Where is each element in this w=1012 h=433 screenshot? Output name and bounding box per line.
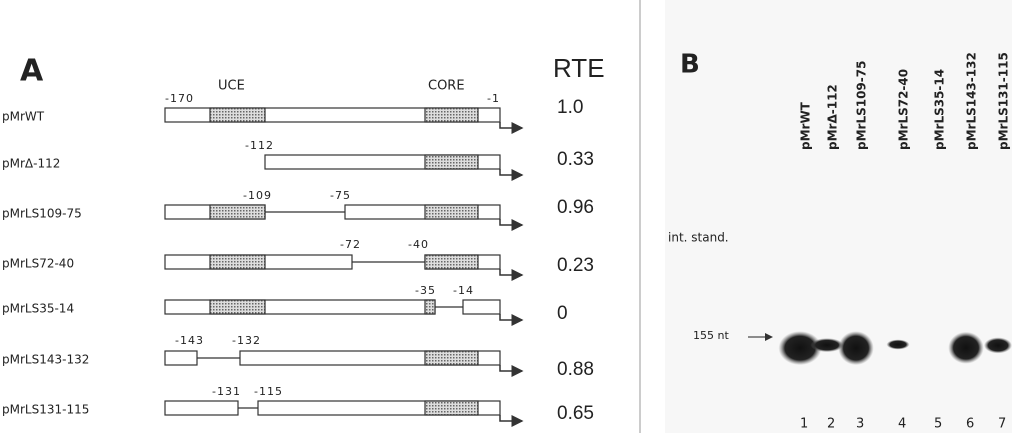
rte-value: 0.96 [557, 197, 594, 218]
construct-name: pMrLS72-40 [2, 257, 74, 271]
construct-name: pMrLS143-132 [2, 353, 89, 367]
rte-header: RTE [553, 53, 605, 83]
promoter-box [165, 351, 197, 365]
lane-label: pMrWT [799, 101, 813, 150]
figure: A UCE CORE RTE B int. stand. 155 nt pMrW… [0, 0, 1012, 433]
panel-label: A [20, 54, 44, 89]
lane-label: pMrLS131-115 [997, 52, 1011, 150]
lane-label: pMrLS143-132 [965, 52, 979, 150]
construct-name: pMrLS35-14 [2, 302, 74, 316]
gel-band [838, 331, 874, 365]
lane-number: 5 [934, 417, 942, 432]
lane-label: pMrLS72-40 [897, 69, 911, 150]
panel-a: A UCE CORE RTE [20, 53, 605, 94]
position-label: -131 [212, 385, 241, 398]
element-box [210, 205, 265, 219]
rte-value: 1.0 [557, 97, 583, 118]
lane-label: pMrLS109-75 [855, 61, 869, 150]
element-box [425, 401, 478, 415]
lane-number: 7 [998, 417, 1006, 432]
position-label: -14 [453, 284, 474, 297]
element-box [425, 351, 478, 365]
construct-name: pMrLS109-75 [2, 207, 82, 221]
lane-number: 3 [856, 417, 864, 432]
size-marker: 155 nt [693, 329, 729, 342]
element-box [425, 205, 478, 219]
uce-header: UCE [218, 79, 245, 94]
construct-name: pMrΔ-112 [2, 157, 60, 171]
lane-label: pMrΔ-112 [826, 84, 840, 150]
position-label: -115 [254, 385, 283, 398]
lane-number: 2 [827, 417, 835, 432]
lane-label: pMrLS35-14 [933, 69, 947, 150]
element-box [210, 300, 265, 314]
element-box [425, 255, 478, 269]
core-header: CORE [428, 79, 465, 94]
lane-number: 4 [898, 417, 906, 432]
promoter-box [165, 401, 238, 415]
construct-name: pMrWT [2, 110, 45, 124]
element-box [210, 255, 265, 269]
element-box [210, 108, 265, 122]
lane-number: 1 [800, 417, 808, 432]
construct-name: pMrLS131-115 [2, 403, 89, 417]
element-box [425, 155, 478, 169]
lane-number: 6 [966, 417, 974, 432]
start-arrow [500, 219, 522, 225]
position-label: -75 [330, 189, 351, 202]
start-arrow [500, 269, 522, 275]
gel-band [984, 337, 1012, 353]
promoter-box [463, 300, 500, 314]
promoter-box [165, 300, 435, 314]
start-arrow [500, 415, 522, 421]
position-label: -132 [232, 334, 261, 347]
position-label: -35 [415, 284, 436, 297]
rte-value: 0.88 [557, 359, 594, 380]
position-label: -1 [487, 92, 500, 105]
position-label: -72 [340, 238, 361, 251]
rte-value: 0 [557, 303, 568, 324]
panel-b: B int. stand. 155 nt pMrWT 1 pMrΔ-112 2 pMrL… [665, 0, 1012, 433]
rte-value: 0.65 [557, 403, 594, 424]
rte-value: 0.23 [557, 255, 594, 276]
element-box [425, 300, 435, 314]
internal-standard: int. stand. [668, 231, 729, 245]
position-label: -143 [175, 334, 204, 347]
start-arrow [500, 314, 522, 320]
start-arrow [500, 122, 522, 128]
gel-background [665, 0, 1012, 433]
position-label: -109 [243, 189, 272, 202]
gel-band [887, 340, 910, 350]
gel-band [948, 332, 984, 364]
position-label: -112 [245, 139, 274, 152]
position-label: -40 [408, 238, 429, 251]
element-box [425, 108, 478, 122]
panel-label: B [680, 50, 700, 80]
position-label: -170 [165, 92, 194, 105]
rte-value: 0.33 [557, 149, 594, 170]
start-arrow [500, 365, 522, 371]
start-arrow [500, 169, 522, 175]
